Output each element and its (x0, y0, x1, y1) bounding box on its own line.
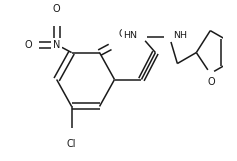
Text: O: O (25, 40, 32, 50)
Text: N: N (53, 40, 60, 50)
Text: NH: NH (173, 31, 187, 39)
Text: Cl: Cl (67, 139, 76, 149)
Text: O: O (207, 77, 215, 87)
Text: HN: HN (123, 31, 137, 39)
Text: O: O (53, 4, 60, 14)
Text: O: O (118, 29, 126, 39)
